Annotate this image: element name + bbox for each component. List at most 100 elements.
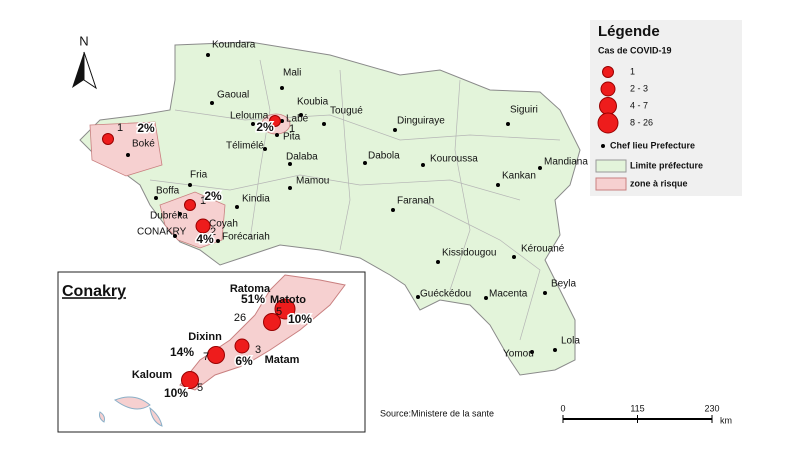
prefecture-seat xyxy=(530,350,534,354)
prefecture-label: Mamou xyxy=(296,176,329,187)
prefecture-label: Fria xyxy=(190,170,208,181)
case-share: 2% xyxy=(137,121,155,135)
prefecture-seat xyxy=(299,113,303,117)
case-share: 6% xyxy=(235,354,253,368)
prefecture-label: Dabola xyxy=(368,151,400,162)
prefecture-label: Pita xyxy=(283,132,301,143)
risk-zone xyxy=(159,191,226,249)
prefecture-label: Siguiri xyxy=(510,105,538,116)
commune-label: Dixinn xyxy=(188,331,222,343)
case-bubble xyxy=(207,346,225,364)
prefecture-seat xyxy=(543,291,547,295)
prefecture-seat xyxy=(216,239,220,243)
prefecture-seat xyxy=(188,183,192,187)
case-count: 1 xyxy=(200,195,206,207)
prefecture-label: Boké xyxy=(132,139,155,150)
scale-label: 0 xyxy=(560,403,565,413)
north-label: N xyxy=(79,33,88,48)
prefecture-seat xyxy=(235,205,239,209)
prefecture-label: Télimélé xyxy=(226,141,264,152)
prefecture-label: Dinguiraye xyxy=(397,116,445,127)
case-share: 10% xyxy=(288,312,312,326)
case-share: 14% xyxy=(170,345,194,359)
prefecture-label: Kindia xyxy=(242,194,270,205)
prefecture-seat xyxy=(251,122,255,126)
prefecture-seat xyxy=(391,208,395,212)
legend-symbol xyxy=(597,112,619,134)
commune-label: Matoto xyxy=(270,294,306,306)
case-bubble xyxy=(263,313,281,331)
prefecture-seat xyxy=(416,295,420,299)
prefecture-label: Yomou xyxy=(503,349,534,360)
commune-label: Ratoma xyxy=(230,283,271,295)
case-count: 1 xyxy=(289,123,295,135)
prefecture-limits xyxy=(149,59,561,341)
legend-symbol xyxy=(595,177,627,191)
prefecture-label: Faranah xyxy=(397,196,434,207)
case-bubble xyxy=(274,298,296,320)
scale-unit: km xyxy=(720,415,732,425)
source: Source:Ministere de la sante xyxy=(380,408,494,418)
scale-label: 115 xyxy=(630,403,644,413)
islands xyxy=(99,396,163,427)
legend-item: Limite préfecture xyxy=(630,160,703,170)
prefecture-label: Lola xyxy=(561,336,580,347)
case-count: 1 xyxy=(117,122,123,134)
prefecture-seat xyxy=(288,186,292,190)
prefecture-seat xyxy=(322,122,326,126)
case-share: 10% xyxy=(164,386,188,400)
prefecture-label: Koubia xyxy=(297,97,329,108)
north-arrow: N xyxy=(72,33,97,90)
case-bubble xyxy=(181,371,199,389)
prefecture-seat xyxy=(506,122,510,126)
case-bubble xyxy=(102,133,114,145)
prefecture-label: Dubréka xyxy=(150,211,188,222)
legend-symbol xyxy=(599,97,617,115)
prefecture-label: Kankan xyxy=(502,171,536,182)
legend-class: 8 - 26 xyxy=(630,117,653,127)
prefecture-label: Guéckédou xyxy=(420,289,471,300)
prefecture-seat xyxy=(484,296,488,300)
prefecture-seat xyxy=(436,260,440,264)
legend-symbol xyxy=(595,159,627,173)
prefecture-seat xyxy=(288,162,292,166)
case-bubble xyxy=(234,338,250,354)
prefecture-label: Mandiana xyxy=(544,157,588,168)
case-count: 26 xyxy=(234,312,246,324)
case-share: 4% xyxy=(196,232,214,246)
commune-label: Kaloum xyxy=(132,369,173,381)
prefecture-label: Labé xyxy=(286,114,309,125)
prefecture-label: Mali xyxy=(283,68,301,79)
prefecture-seat xyxy=(178,212,182,216)
prefecture-label: Tougué xyxy=(330,106,363,117)
prefecture-seat xyxy=(173,234,177,238)
prefecture-seat xyxy=(421,163,425,167)
prefecture-seat xyxy=(126,153,130,157)
legend-subtitle: Cas de COVID-19 xyxy=(598,45,672,55)
scale-label: 230 xyxy=(704,403,719,413)
legend-item: zone à risque xyxy=(630,178,688,188)
legend-title: Légende xyxy=(598,23,660,40)
prefecture-label: Dalaba xyxy=(286,152,318,163)
prefecture-label: Boffa xyxy=(156,186,180,197)
case-share: 51% xyxy=(241,292,265,306)
prefecture-seat xyxy=(206,53,210,57)
prefecture-seat xyxy=(210,101,214,105)
prefecture-seat xyxy=(280,119,284,123)
prefecture-seat xyxy=(512,255,516,259)
prefecture-label: Macenta xyxy=(489,289,528,300)
prefecture-label: Forécariah xyxy=(222,232,270,243)
prefecture-seat xyxy=(154,196,158,200)
prefecture-label: Kérouané xyxy=(521,244,565,255)
case-count: 2 xyxy=(210,226,216,238)
prefecture-label: Coyah xyxy=(209,219,238,230)
prefecture-seat xyxy=(496,183,500,187)
prefecture-label: Kissidougou xyxy=(442,248,496,259)
prefecture-label: Lelouma xyxy=(230,111,269,122)
case-count: 5 xyxy=(197,382,203,394)
case-bubble xyxy=(184,199,196,211)
prefecture-label: Beyla xyxy=(551,279,576,290)
commune-label: Matam xyxy=(265,354,300,366)
prefecture-label: Koundara xyxy=(212,40,256,51)
